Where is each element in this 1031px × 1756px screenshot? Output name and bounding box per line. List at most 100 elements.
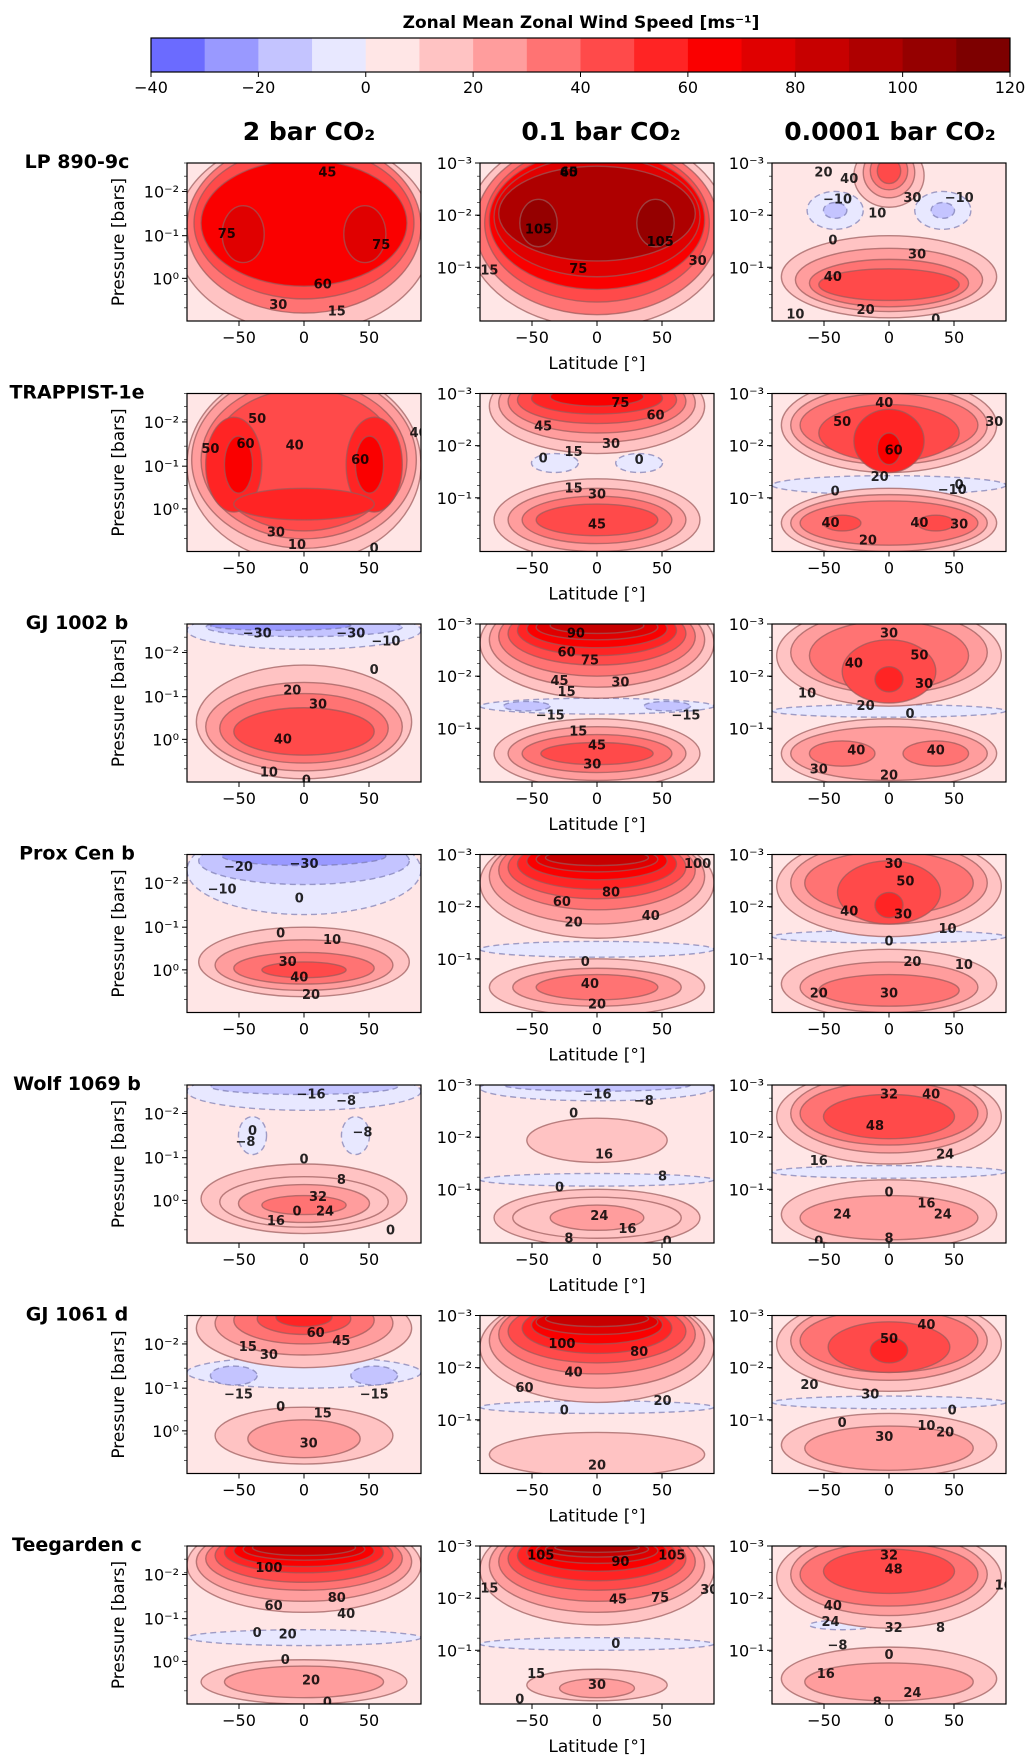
contour-label: 30 — [810, 762, 828, 777]
colorbar-segment — [204, 38, 259, 72]
panel-grid: LP 890-9c 45 75 75 60 30 15 −50 0 50 10⁻² 10⁻¹ 10⁰ Pr… — [9, 151, 1007, 1756]
y-tick-label: 10⁻² — [144, 874, 179, 893]
y-tick-label: 10⁻¹ — [437, 258, 472, 277]
contour-label: 0 — [931, 312, 940, 327]
contour-label: 75 — [569, 262, 587, 277]
y-tick-label: 10⁻¹ — [144, 1149, 179, 1168]
contour-level — [902, 740, 970, 767]
contour-label: 40 — [337, 1607, 355, 1622]
contour-negative — [772, 474, 1006, 496]
contour-label: 15 — [565, 445, 583, 460]
contour-label: 0 — [581, 955, 590, 970]
contour-label: 90 — [611, 1555, 629, 1570]
contour-level — [251, 1546, 357, 1557]
contour-label: −10 — [371, 634, 400, 649]
colorbar-segment — [151, 38, 206, 72]
contour-label: 32 — [885, 1621, 903, 1636]
contour-label: 40 — [910, 516, 928, 531]
y-axis-label: Pressure [bars] — [109, 639, 129, 767]
contour-label: 30 — [903, 191, 921, 206]
contour-label: 0 — [884, 1648, 893, 1663]
colorbar-segment — [365, 38, 420, 72]
contour-negative — [643, 700, 692, 712]
contour-label: 75 — [581, 653, 599, 668]
y-tick-label: 10⁻³ — [729, 615, 764, 634]
contour-panel: 30 50 40 30 10 0 20 10 30 20 −50 0 50 10⁻³ 10⁻² 10⁻¹ — [729, 846, 1007, 1039]
contour-label: 30 — [588, 1678, 606, 1693]
x-tick-label: 50 — [652, 1711, 672, 1730]
colorbar-tick-label: 20 — [463, 78, 483, 97]
contour-label: 15 — [239, 1340, 257, 1355]
contour-label: 30 — [861, 1388, 879, 1403]
x-tick-label: 0 — [299, 328, 309, 347]
contour-negative — [350, 1365, 399, 1386]
contour-label: 15 — [314, 1406, 332, 1421]
y-tick-label: 10⁻¹ — [144, 457, 179, 476]
x-axis-label: Latitude [°] — [548, 1046, 645, 1066]
contour-label: 30 — [700, 1583, 718, 1598]
y-tick-label: 10⁻¹ — [144, 1610, 179, 1629]
contour-label: −15 — [360, 1388, 389, 1403]
contour-negative — [187, 1629, 421, 1647]
y-tick-label: 10⁻¹ — [437, 489, 472, 508]
contour-label: 45 — [318, 165, 336, 180]
contour-label: −10 — [938, 483, 967, 498]
colorbar-segment — [848, 38, 904, 72]
y-tick-label: 10⁰ — [152, 1191, 179, 1210]
x-tick-label: −50 — [807, 559, 841, 578]
x-tick-label: 0 — [592, 1250, 602, 1269]
y-tick-label: 10⁰ — [152, 269, 179, 288]
contour-label: 45 — [534, 420, 552, 435]
x-tick-label: 50 — [944, 559, 964, 578]
colorbar-tick-label: 100 — [887, 78, 918, 97]
y-tick-label: 10⁻² — [437, 1589, 472, 1608]
x-tick-label: 50 — [359, 1020, 379, 1039]
contour-label: 105 — [527, 1548, 554, 1563]
contour-label: 32 — [309, 1190, 327, 1205]
y-tick-label: 10⁻¹ — [729, 950, 764, 969]
x-axis-label: Latitude [°] — [548, 1276, 645, 1296]
contour-label: 75 — [372, 238, 390, 253]
contour-label: 20 — [588, 1459, 606, 1474]
contour-label: 40 — [410, 426, 428, 441]
x-tick-label: 0 — [299, 1481, 309, 1500]
contour-label: 0 — [828, 233, 837, 248]
contour-negative — [340, 1115, 371, 1156]
x-tick-label: 0 — [299, 1711, 309, 1730]
contour-label: 10 — [868, 207, 886, 222]
contour-label: −30 — [336, 626, 365, 641]
contour-label: 16 — [810, 1154, 828, 1169]
contour-level — [874, 665, 904, 693]
y-tick-label: 10⁻² — [437, 667, 472, 686]
contour-label: 16 — [817, 1667, 835, 1682]
y-tick-label: 10⁻² — [437, 206, 472, 225]
y-tick-label: 10⁻¹ — [437, 1411, 472, 1430]
contour-label: 16 — [917, 1197, 935, 1212]
contour-label: 0 — [838, 1416, 847, 1431]
contour-level — [549, 1204, 645, 1232]
contour-label: 60 — [515, 1381, 533, 1396]
contour-level — [822, 514, 862, 532]
contour-label: 30 — [583, 758, 601, 773]
x-tick-label: 50 — [944, 1481, 964, 1500]
contour-label: 0 — [370, 663, 379, 678]
row-title: Prox Cen b — [19, 843, 135, 865]
contour-label: 20 — [810, 987, 828, 1002]
row-title: Teegarden c — [12, 1534, 142, 1556]
contour-level — [519, 198, 558, 248]
x-tick-label: 0 — [299, 559, 309, 578]
x-tick-label: 0 — [299, 1020, 309, 1039]
contour-label: 75 — [651, 1591, 669, 1606]
contour-label: 30 — [279, 955, 297, 970]
contour-label: 60 — [307, 1326, 325, 1341]
contour-label: 80 — [602, 885, 620, 900]
contour-label: 0 — [281, 1653, 290, 1668]
colorbar — [150, 37, 1011, 73]
y-tick-label: 10⁻¹ — [729, 719, 764, 738]
contour-label: −10 — [208, 882, 237, 897]
contour-level — [549, 624, 645, 635]
x-tick-label: 0 — [884, 789, 894, 808]
contour-label: 24 — [934, 1208, 952, 1223]
